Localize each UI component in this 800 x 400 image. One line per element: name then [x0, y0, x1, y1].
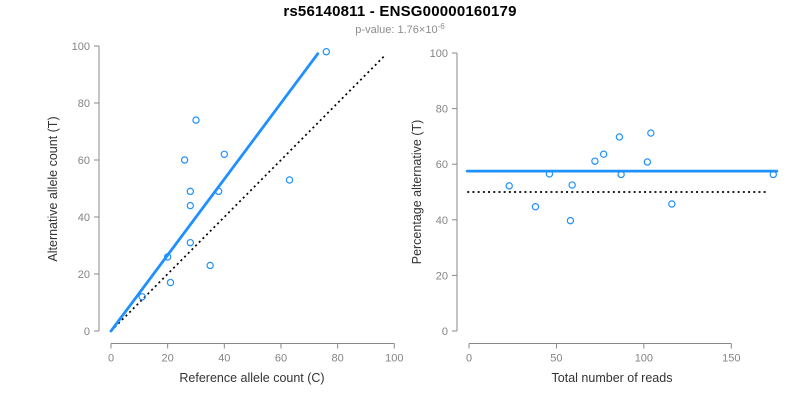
data-point — [186, 201, 195, 210]
percentage-plot-points — [505, 129, 777, 225]
x-tick-label: 80 — [332, 353, 344, 365]
data-point — [192, 116, 200, 124]
data-point — [545, 170, 554, 178]
y-tick-label: 100 — [72, 41, 90, 53]
data-point — [206, 261, 214, 270]
percentage-plot: 0 20 40 60 80 100 0 50 100 150 Total number of rea… — [410, 48, 779, 385]
percentage-plot-tick-labels: 0 20 40 60 80 100 0 50 100 150 — [430, 48, 741, 365]
data-point — [769, 170, 777, 179]
x-tick-label: 100 — [385, 353, 403, 365]
y-tick-label: 0 — [442, 326, 448, 338]
x-tick-label: 20 — [162, 353, 174, 365]
y-axis-title: Percentage alternative (T) — [410, 120, 424, 265]
fit-line — [109, 52, 320, 333]
data-point — [668, 200, 676, 208]
x-tick-label: 0 — [466, 353, 472, 365]
y-axis-title: Alternative allele count (T) — [46, 116, 60, 261]
figure-title: rs56140811 - ENSG00000160179 — [283, 3, 517, 20]
y-tick-label: 40 — [436, 215, 448, 227]
data-point — [220, 150, 229, 158]
allele-counts-plot: 0 20 40 60 80 100 0 20 40 60 80 100 Reference allele… — [46, 41, 403, 385]
data-point — [180, 156, 189, 164]
data-point — [615, 133, 624, 141]
identity-line — [110, 53, 387, 332]
allele-counts-plot-tick-labels: 0 20 40 60 80 100 0 20 40 60 80 100 — [72, 41, 404, 365]
x-tick-label: 60 — [275, 353, 287, 365]
p-value-label: p-value: 1.76×10 — [355, 24, 438, 36]
data-point — [285, 176, 294, 184]
y-tick-label: 20 — [78, 269, 90, 281]
data-point — [566, 216, 575, 225]
x-tick-label: 50 — [550, 353, 562, 365]
y-tick-label: 40 — [78, 212, 90, 224]
percentage-plot-axes — [452, 52, 732, 349]
data-point — [643, 158, 652, 166]
data-point — [647, 129, 655, 137]
y-tick-label: 80 — [436, 104, 448, 116]
x-axis-title: Reference allele count (C) — [179, 371, 324, 385]
data-point — [186, 187, 195, 196]
x-tick-label: 40 — [218, 353, 230, 365]
y-tick-label: 0 — [84, 326, 90, 338]
y-tick-label: 100 — [430, 48, 448, 60]
data-point — [531, 203, 540, 211]
y-tick-label: 80 — [78, 98, 90, 110]
x-tick-label: 150 — [722, 353, 740, 365]
data-point — [166, 278, 175, 287]
allele-counts-plot-axes — [94, 45, 395, 349]
data-point — [505, 182, 513, 190]
y-tick-label: 60 — [78, 155, 90, 167]
allele-counts-plot-points — [138, 48, 331, 301]
data-point — [599, 150, 608, 158]
data-point — [617, 170, 625, 179]
x-axis-title: Total number of reads — [552, 371, 673, 385]
p-value-exponent: -6 — [437, 22, 445, 31]
data-point — [186, 238, 195, 247]
data-point — [163, 253, 172, 261]
data-point — [568, 181, 576, 189]
data-point — [138, 293, 146, 301]
x-tick-label: 0 — [108, 353, 114, 365]
figure-subtitle: p-value: 1.76×10-6 — [0, 22, 800, 36]
y-tick-label: 60 — [436, 159, 448, 171]
data-point — [591, 157, 599, 165]
x-tick-label: 100 — [635, 353, 653, 365]
data-point — [322, 48, 331, 56]
y-tick-label: 20 — [436, 270, 448, 282]
data-point — [214, 187, 223, 196]
